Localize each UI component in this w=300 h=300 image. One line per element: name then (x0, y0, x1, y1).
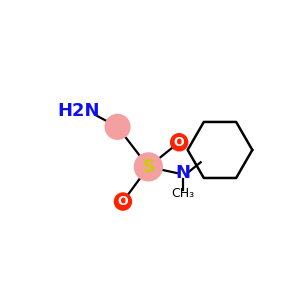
Circle shape (134, 152, 163, 182)
Text: O: O (174, 136, 184, 149)
Text: N: N (176, 164, 190, 182)
Text: CH₃: CH₃ (171, 187, 195, 200)
Circle shape (114, 192, 132, 211)
Circle shape (104, 114, 131, 140)
Text: H2N: H2N (57, 102, 100, 120)
Text: S: S (142, 158, 154, 176)
Circle shape (170, 133, 188, 152)
Text: O: O (118, 195, 128, 208)
